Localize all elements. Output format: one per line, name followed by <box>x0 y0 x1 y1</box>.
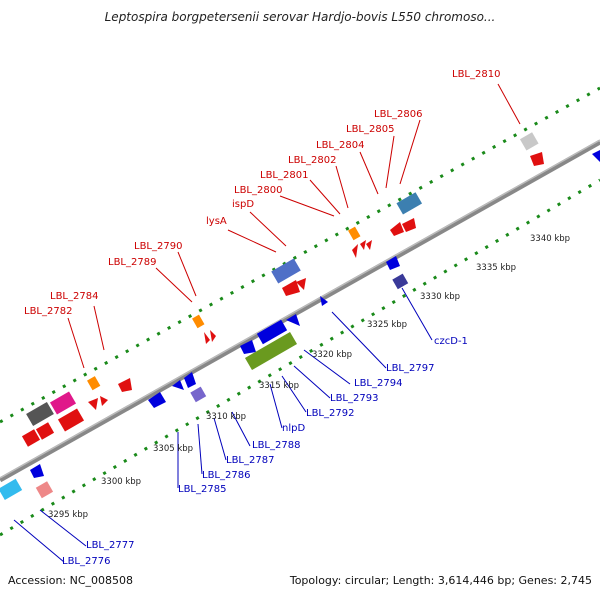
gene-label[interactable]: LBL_2794 <box>354 378 403 389</box>
gene-label[interactable]: nlpD <box>282 423 306 434</box>
forward-features <box>21 132 600 447</box>
gene-label[interactable]: LBL_2776 <box>62 556 111 567</box>
tick-label: 3310 kbp <box>206 412 247 422</box>
gene-label[interactable]: czcD-1 <box>434 336 468 347</box>
tick-label: 3320 kbp <box>312 350 353 360</box>
genome-backbone <box>0 139 600 483</box>
gene-label[interactable]: LBL_2784 <box>50 291 99 302</box>
gene-label[interactable]: LBL_2802 <box>288 155 337 166</box>
gene-label[interactable]: lysA <box>206 216 227 227</box>
forward-callouts <box>67 83 521 369</box>
tick-label: 3300 kbp <box>101 477 142 487</box>
gene-label[interactable]: LBL_2800 <box>234 185 283 196</box>
gene-label[interactable]: LBL_2790 <box>134 241 183 252</box>
gene-label[interactable]: LBL_2810 <box>452 69 501 80</box>
gene-label[interactable]: LBL_2805 <box>346 124 395 135</box>
tick-label: 3335 kbp <box>476 263 517 273</box>
gene-label[interactable]: LBL_2786 <box>202 470 251 481</box>
gene-label[interactable]: LBL_2801 <box>260 170 309 181</box>
gene-label[interactable]: LBL_2792 <box>306 408 355 419</box>
tick-label: 3295 kbp <box>48 510 89 520</box>
gene-label[interactable]: ispD <box>232 199 255 210</box>
gene-label[interactable]: LBL_2787 <box>226 455 275 466</box>
gene-label[interactable]: LBL_2804 <box>316 140 365 151</box>
gene-label[interactable]: LBL_2777 <box>86 540 135 551</box>
reverse-guide-line <box>0 178 600 537</box>
reverse-callouts <box>13 287 433 563</box>
tick-label: 3325 kbp <box>367 320 408 330</box>
tick-label: 3340 kbp <box>530 234 571 244</box>
gene-label[interactable]: LBL_2789 <box>108 257 157 268</box>
tick-label: 3330 kbp <box>420 292 461 302</box>
tick-label: 3305 kbp <box>153 444 194 454</box>
gene-label[interactable]: LBL_2782 <box>24 306 73 317</box>
topology-text: Topology: circular; Length: 3,614,446 bp… <box>289 574 592 587</box>
map-title: Leptospira borgpetersenii serovar Hardjo… <box>104 10 496 24</box>
tick-label: 3315 kbp <box>259 381 300 391</box>
gene-label[interactable]: LBL_2797 <box>386 363 435 374</box>
gene-label[interactable]: LBL_2793 <box>330 393 379 404</box>
gene-label[interactable]: LBL_2806 <box>374 109 423 120</box>
gene-label[interactable]: LBL_2785 <box>178 484 227 495</box>
reverse-features <box>0 256 409 501</box>
gene-label[interactable]: LBL_2788 <box>252 440 301 451</box>
accession-text: Accession: NC_008508 <box>8 574 134 587</box>
